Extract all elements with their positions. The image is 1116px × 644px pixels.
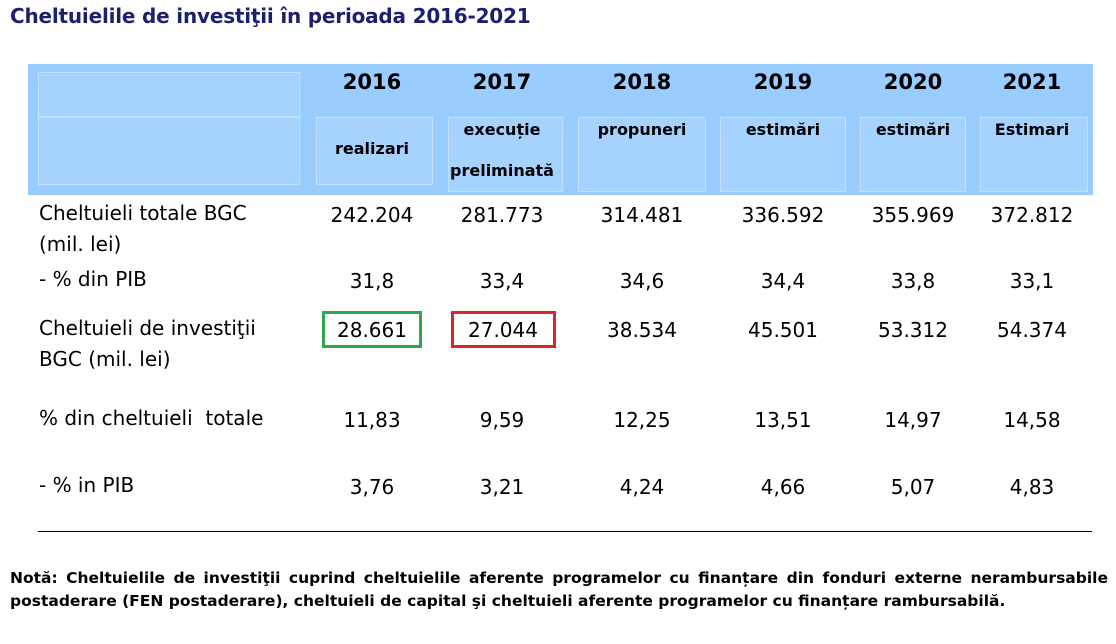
subheader-2016: realizari bbox=[335, 139, 409, 158]
table-cell: 4,66 bbox=[760, 475, 806, 499]
page-title: Cheltuielile de investiţii în perioada 2… bbox=[10, 4, 531, 28]
row-label-line: - % in PIB bbox=[39, 473, 135, 497]
table-cell: 54.374 bbox=[997, 318, 1067, 342]
table-cell: 314.481 bbox=[600, 203, 684, 227]
row-label-line: Cheltuieli de investiţii bbox=[39, 316, 256, 340]
table-bottom-rule bbox=[38, 531, 1092, 532]
year-2016-header: 2016 bbox=[342, 70, 402, 94]
year-2017-header: 2017 bbox=[472, 70, 532, 94]
row-label-line: (mil. lei) bbox=[39, 232, 122, 256]
row-label-pct-gdp: - % din PIB bbox=[39, 264, 147, 295]
table-header bbox=[28, 64, 1093, 195]
table-cell: 4,83 bbox=[1009, 475, 1055, 499]
row-label-pct-total: % din cheltuieli totale bbox=[39, 403, 263, 434]
table-cell: 31,8 bbox=[349, 269, 395, 293]
table-cell: 3,76 bbox=[349, 475, 395, 499]
table-cell: 11,83 bbox=[343, 408, 401, 432]
row-label-line: BGC (mil. lei) bbox=[39, 347, 171, 371]
table-cell: 372.812 bbox=[990, 203, 1074, 227]
table-cell: 281.773 bbox=[460, 203, 544, 227]
table-cell: 34,4 bbox=[760, 269, 806, 293]
table-cell: 27.044 bbox=[468, 318, 538, 342]
row-label-pct-pib: - % in PIB bbox=[39, 470, 134, 501]
table-cell: 14,58 bbox=[1003, 408, 1061, 432]
table-cell: 242.204 bbox=[330, 203, 414, 227]
table-cell: 4,24 bbox=[619, 475, 665, 499]
subheader-2017-line2: preliminată bbox=[450, 161, 554, 180]
row-label-investment-expenses: Cheltuieli de investiţii BGC (mil. lei) bbox=[39, 313, 256, 375]
year-2021-header: 2021 bbox=[1002, 70, 1062, 94]
table-cell: 34,6 bbox=[619, 269, 665, 293]
highlight-box-red bbox=[451, 311, 556, 348]
row-label-line: Cheltuieli totale BGC bbox=[39, 201, 247, 225]
table-cell: 38.534 bbox=[607, 318, 677, 342]
row-label-line: % din cheltuieli totale bbox=[39, 406, 264, 430]
table-cell: 53.312 bbox=[878, 318, 948, 342]
subheader-2020: estimări bbox=[875, 120, 951, 139]
highlight-box-green bbox=[322, 311, 422, 348]
table-cell: 3,21 bbox=[479, 475, 525, 499]
table-cell: 33,4 bbox=[479, 269, 525, 293]
table-cell: 45.501 bbox=[748, 318, 818, 342]
table-cell: 13,51 bbox=[754, 408, 812, 432]
table-cell: 33,1 bbox=[1009, 269, 1055, 293]
subheader-2017-line1: execuție bbox=[463, 120, 541, 139]
table-cell: 355.969 bbox=[871, 203, 955, 227]
table-cell: 5,07 bbox=[890, 475, 936, 499]
footnote: Notă: Cheltuielile de investiţii cuprind… bbox=[10, 569, 1108, 610]
row-label-line: - % din PIB bbox=[39, 267, 147, 291]
table-cell: 12,25 bbox=[613, 408, 671, 432]
year-2019-header: 2019 bbox=[753, 70, 813, 94]
table-cell: 28.661 bbox=[337, 318, 407, 342]
row-label-total-expenses: Cheltuieli totale BGC (mil. lei) bbox=[39, 198, 247, 260]
table-cell: 14,97 bbox=[884, 408, 942, 432]
table-cell: 336.592 bbox=[741, 203, 825, 227]
subheader-2018: propuneri bbox=[597, 120, 687, 139]
subheader-2019: estimări bbox=[745, 120, 821, 139]
subheader-2021: Estimari bbox=[994, 120, 1070, 139]
year-2020-header: 2020 bbox=[883, 70, 943, 94]
year-2018-header: 2018 bbox=[612, 70, 672, 94]
table-cell: 33,8 bbox=[890, 269, 936, 293]
table-cell: 9,59 bbox=[479, 408, 525, 432]
